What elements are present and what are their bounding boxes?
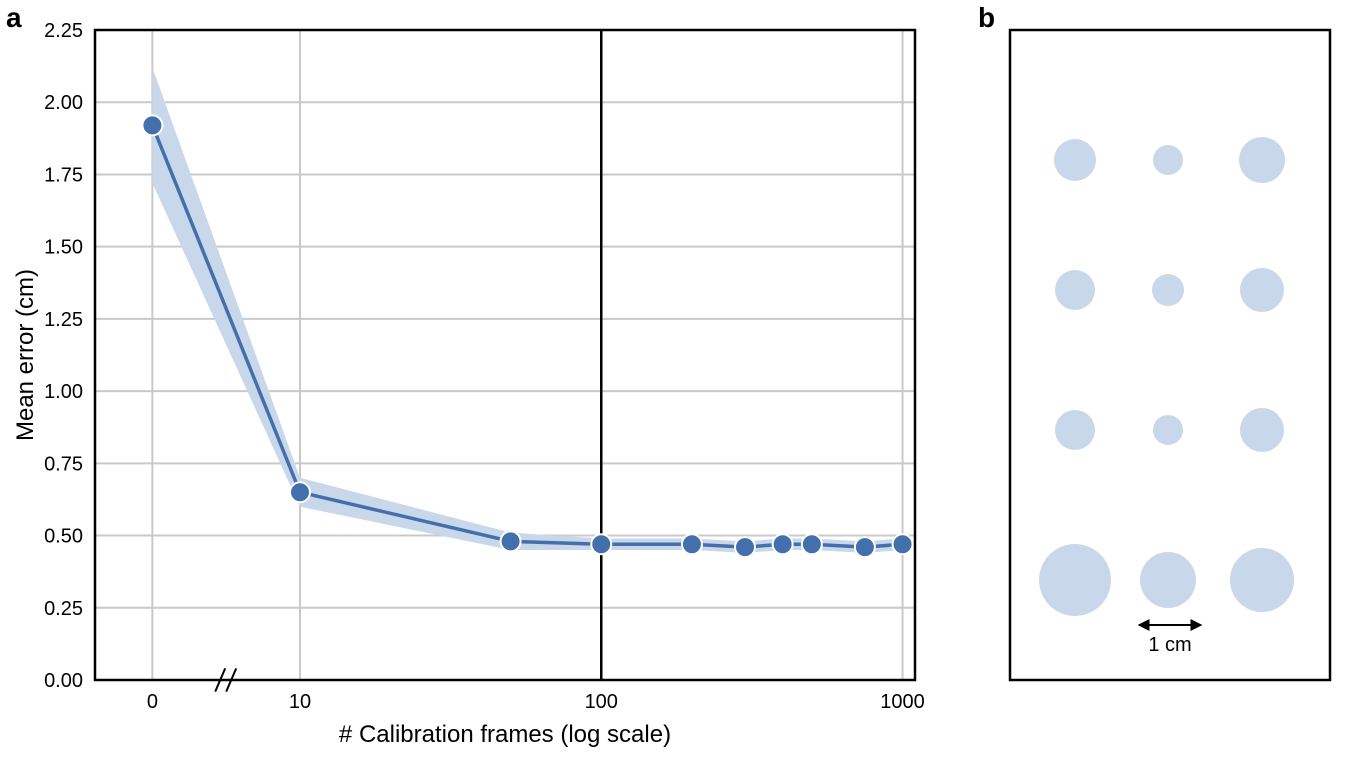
figure-container: a b 0.00 0.25 0.50 0.75 1.00 1.25 1.50 1.75 2.00… <box>0 0 1347 768</box>
panel-b-label: b <box>978 2 995 34</box>
svg-text:2.00: 2.00 <box>44 92 83 114</box>
svg-text:0.25: 0.25 <box>44 598 83 620</box>
svg-text:1.50: 1.50 <box>44 237 83 259</box>
figure-svg: 0.00 0.25 0.50 0.75 1.00 1.25 1.50 1.75 2.00 2.25… <box>0 0 1347 768</box>
svg-text:2.25: 2.25 <box>44 20 83 42</box>
svg-text:10: 10 <box>289 691 311 713</box>
svg-text:1.25: 1.25 <box>44 309 83 331</box>
svg-text:# Calibration frames (log scal: # Calibration frames (log scale) <box>339 721 671 748</box>
svg-text:0.50: 0.50 <box>44 526 83 548</box>
panel-a-label: a <box>6 2 22 34</box>
svg-text:0.00: 0.00 <box>44 670 83 692</box>
svg-text:100: 100 <box>585 691 618 713</box>
svg-text:0.75: 0.75 <box>44 453 83 475</box>
svg-text:0: 0 <box>147 691 158 713</box>
svg-text:1.00: 1.00 <box>44 381 83 403</box>
svg-text:Mean error (cm): Mean error (cm) <box>12 269 39 441</box>
svg-text:1000: 1000 <box>880 691 925 713</box>
svg-text:1.75: 1.75 <box>44 164 83 186</box>
svg-text:1 cm: 1 cm <box>1148 634 1191 656</box>
